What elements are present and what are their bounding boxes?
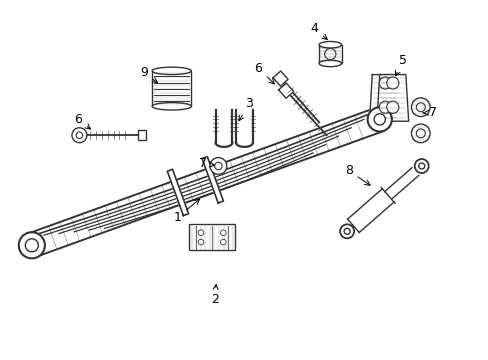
Ellipse shape — [319, 41, 341, 48]
Circle shape — [415, 103, 425, 112]
Circle shape — [209, 158, 226, 174]
Text: 8: 8 — [344, 164, 369, 185]
Text: 7: 7 — [198, 157, 214, 170]
Circle shape — [324, 49, 335, 60]
Polygon shape — [376, 75, 408, 121]
Circle shape — [386, 101, 398, 113]
Circle shape — [25, 239, 38, 252]
Text: 1: 1 — [173, 199, 199, 224]
Ellipse shape — [152, 103, 191, 110]
Circle shape — [386, 77, 398, 89]
Ellipse shape — [319, 60, 341, 67]
Bar — [319, 45, 341, 63]
Circle shape — [344, 228, 349, 234]
Text: 4: 4 — [310, 22, 326, 40]
Polygon shape — [272, 71, 287, 86]
Circle shape — [220, 230, 225, 235]
Bar — [138, 130, 145, 140]
Circle shape — [340, 224, 353, 238]
Text: 7: 7 — [423, 106, 436, 120]
Circle shape — [373, 114, 385, 125]
Circle shape — [220, 239, 225, 245]
Circle shape — [76, 132, 82, 139]
Text: 2: 2 — [210, 285, 218, 306]
Text: 6: 6 — [74, 113, 90, 129]
Circle shape — [410, 98, 429, 117]
Polygon shape — [167, 169, 188, 216]
Text: 6: 6 — [254, 62, 274, 84]
Circle shape — [198, 230, 203, 235]
Circle shape — [418, 163, 424, 169]
Circle shape — [379, 77, 390, 89]
Circle shape — [379, 101, 390, 113]
Circle shape — [414, 159, 428, 173]
Text: 5: 5 — [395, 54, 406, 76]
Text: 9: 9 — [140, 66, 157, 82]
Circle shape — [72, 128, 87, 143]
Circle shape — [198, 239, 203, 245]
Polygon shape — [369, 75, 400, 121]
Polygon shape — [347, 168, 418, 233]
Bar — [188, 224, 235, 251]
Polygon shape — [278, 83, 293, 98]
Ellipse shape — [152, 67, 191, 75]
Circle shape — [214, 162, 222, 170]
Text: 3: 3 — [239, 97, 253, 121]
Circle shape — [19, 232, 45, 258]
Bar — [152, 71, 191, 106]
Circle shape — [415, 129, 425, 138]
Polygon shape — [202, 157, 223, 203]
Circle shape — [367, 107, 391, 131]
Circle shape — [410, 124, 429, 143]
